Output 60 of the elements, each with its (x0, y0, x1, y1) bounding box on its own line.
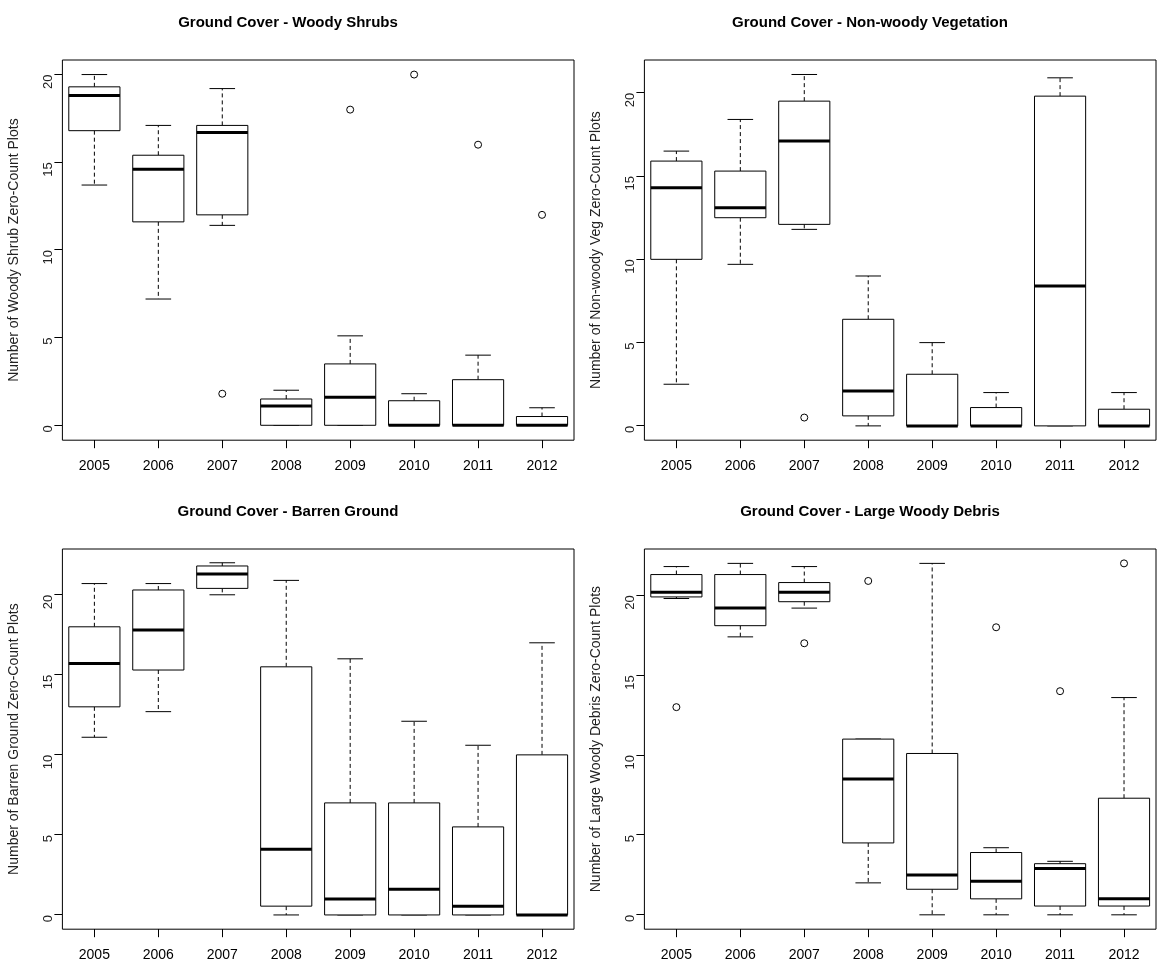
x-tick-label: 2008 (270, 457, 303, 474)
y-axis-title: Number of Non-woody Veg Zero-Count Plots (587, 111, 604, 390)
x-tick-label: 2005 (660, 946, 693, 963)
x-tick-label: 2008 (852, 457, 885, 474)
y-tick-label: 20 (621, 595, 637, 610)
y-tick-label: 5 (39, 834, 55, 843)
y-tick-label: 5 (39, 337, 55, 345)
x-tick-label: 2007 (788, 457, 821, 474)
y-tick-label: 5 (621, 834, 637, 843)
y-axis-title: Number of Large Woody Debris Zero-Count Plots (587, 585, 604, 893)
y-tick-label: 0 (39, 425, 55, 433)
y-tick-label: 10 (39, 249, 55, 265)
x-tick-label: 2006 (724, 457, 757, 474)
x-tick-label: 2010 (980, 457, 1012, 474)
x-tick-label: 2006 (142, 946, 175, 963)
x-tick-label: 2006 (142, 457, 175, 474)
x-tick-label: 2009 (334, 946, 366, 963)
x-tick-label: 2009 (334, 457, 366, 474)
y-tick-label: 0 (621, 425, 637, 434)
y-tick-label: 10 (39, 754, 55, 770)
y-tick-label: 15 (621, 176, 637, 191)
y-tick-label: 15 (39, 162, 55, 177)
y-tick-label: 10 (621, 259, 637, 274)
chart-title: Ground Cover - Non-woody Vegetation (732, 13, 1008, 31)
y-tick-label: 5 (621, 342, 637, 350)
y-tick-label: 20 (39, 594, 55, 610)
x-tick-label: 2012 (1108, 946, 1140, 963)
x-tick-label: 2005 (78, 457, 111, 474)
y-axis-title: Number of Woody Shrub Zero-Count Plots (5, 118, 22, 382)
x-tick-label: 2011 (1045, 946, 1076, 963)
x-tick-label: 2005 (660, 457, 693, 474)
x-tick-label: 2008 (270, 946, 303, 963)
x-tick-label: 2007 (788, 946, 821, 963)
x-tick-label: 2006 (724, 946, 757, 963)
y-tick-label: 0 (39, 914, 55, 923)
y-axis-title: Number of Barren Ground Zero-Count Plots (5, 603, 22, 875)
x-tick-label: 2009 (916, 457, 948, 474)
chart-title: Ground Cover - Large Woody Debris (740, 502, 1000, 520)
x-tick-label: 2005 (78, 946, 111, 963)
x-tick-label: 2007 (206, 457, 239, 474)
y-tick-label: 20 (39, 74, 55, 90)
y-tick-label: 15 (39, 674, 55, 690)
x-tick-label: 2010 (398, 946, 430, 963)
x-tick-label: 2011 (463, 946, 494, 963)
y-tick-label: 15 (621, 675, 637, 690)
x-tick-label: 2009 (916, 946, 948, 963)
x-tick-label: 2011 (463, 457, 494, 474)
x-tick-label: 2008 (852, 946, 885, 963)
x-tick-label: 2007 (206, 946, 239, 963)
x-tick-label: 2012 (1108, 457, 1140, 474)
chart-title: Ground Cover - Woody Shrubs (178, 13, 398, 31)
y-tick-label: 10 (621, 755, 637, 770)
x-tick-label: 2012 (526, 457, 558, 474)
y-tick-label: 20 (621, 92, 637, 108)
x-tick-label: 2010 (980, 946, 1012, 963)
x-tick-label: 2010 (398, 457, 430, 474)
x-tick-label: 2011 (1045, 457, 1076, 474)
y-tick-label: 0 (621, 914, 637, 923)
chart-title: Ground Cover - Barren Ground (177, 502, 399, 520)
x-tick-label: 2012 (526, 946, 558, 963)
